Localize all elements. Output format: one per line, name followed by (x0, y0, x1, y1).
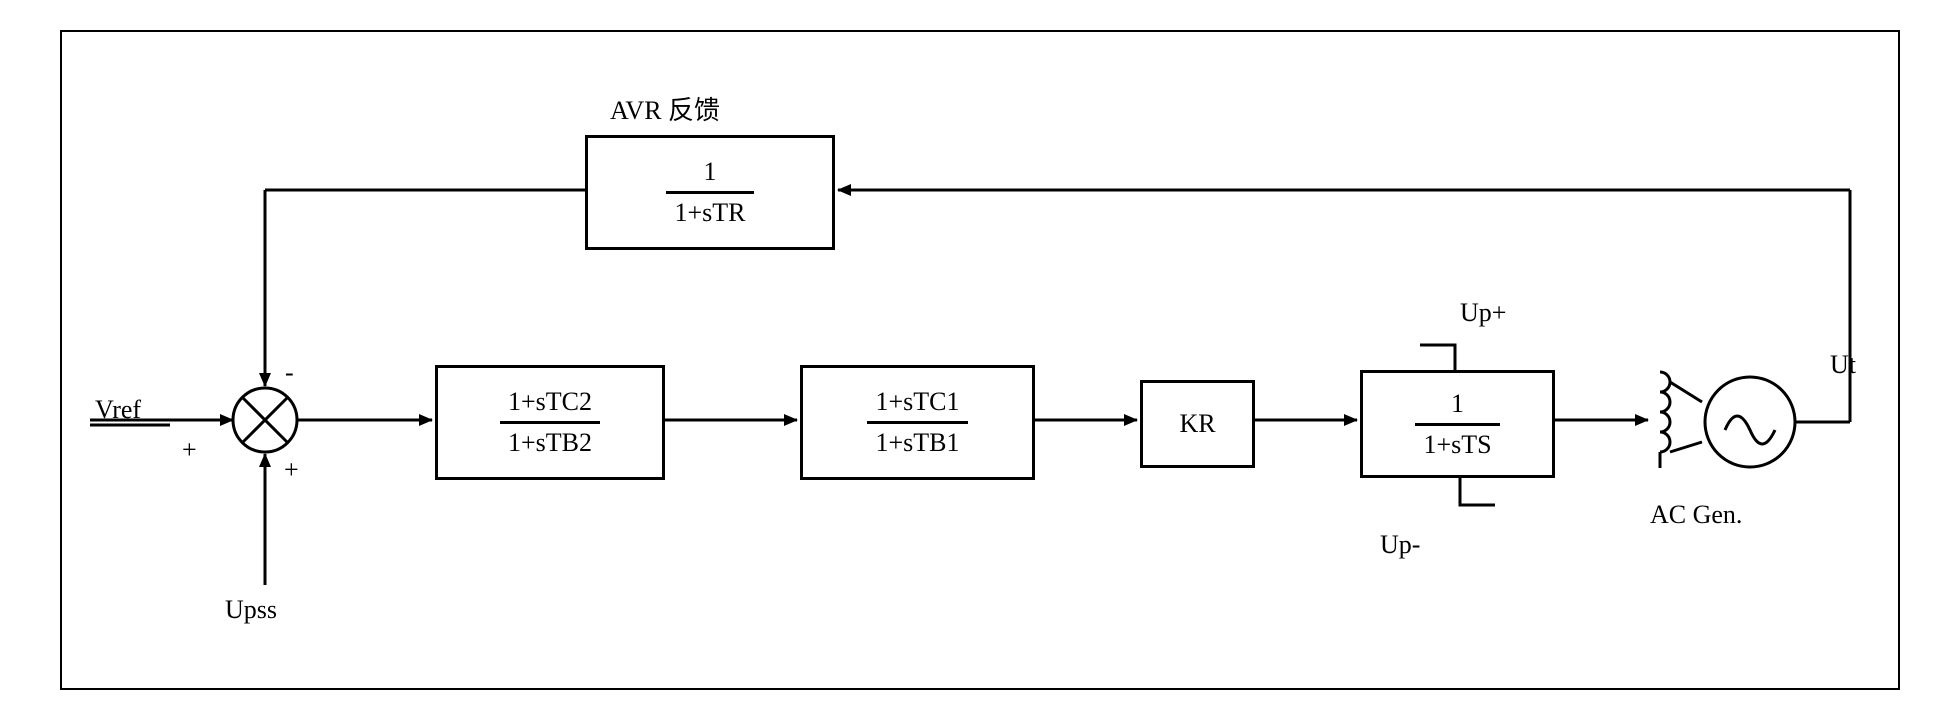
tf2-block: 1+sTC1 1+sTB1 (800, 365, 1035, 480)
tf1-block: 1+sTC2 1+sTB2 (435, 365, 665, 480)
ut-label: Ut (1830, 350, 1856, 380)
upss-plus-sign: + (284, 455, 299, 485)
sat-block: 1 1+sTS (1360, 370, 1555, 478)
sat-num: 1 (1443, 385, 1472, 423)
up-plus-label: Up+ (1460, 298, 1506, 328)
tf2-den: 1+sTB1 (867, 424, 967, 462)
upss-label: Upss (225, 595, 277, 625)
feedback-block: 1 1+sTR (585, 135, 835, 250)
feedback-minus-sign: - (285, 358, 294, 388)
tf1-num: 1+sTC2 (500, 383, 600, 421)
tf1-den: 1+sTB2 (500, 424, 600, 462)
kr-text: KR (1179, 409, 1215, 439)
kr-block: KR (1140, 380, 1255, 468)
up-minus-label: Up- (1380, 530, 1420, 560)
vref-plus-sign: + (182, 435, 197, 465)
avr-feedback-label: AVR 反馈 (610, 90, 720, 127)
sat-den: 1+sTS (1415, 426, 1499, 464)
vref-label: Vref (95, 395, 141, 425)
fb-den: 1+sTR (666, 194, 753, 232)
ac-gen-label: AC Gen. (1650, 500, 1742, 530)
tf2-num: 1+sTC1 (867, 383, 967, 421)
fb-num: 1 (695, 153, 724, 191)
